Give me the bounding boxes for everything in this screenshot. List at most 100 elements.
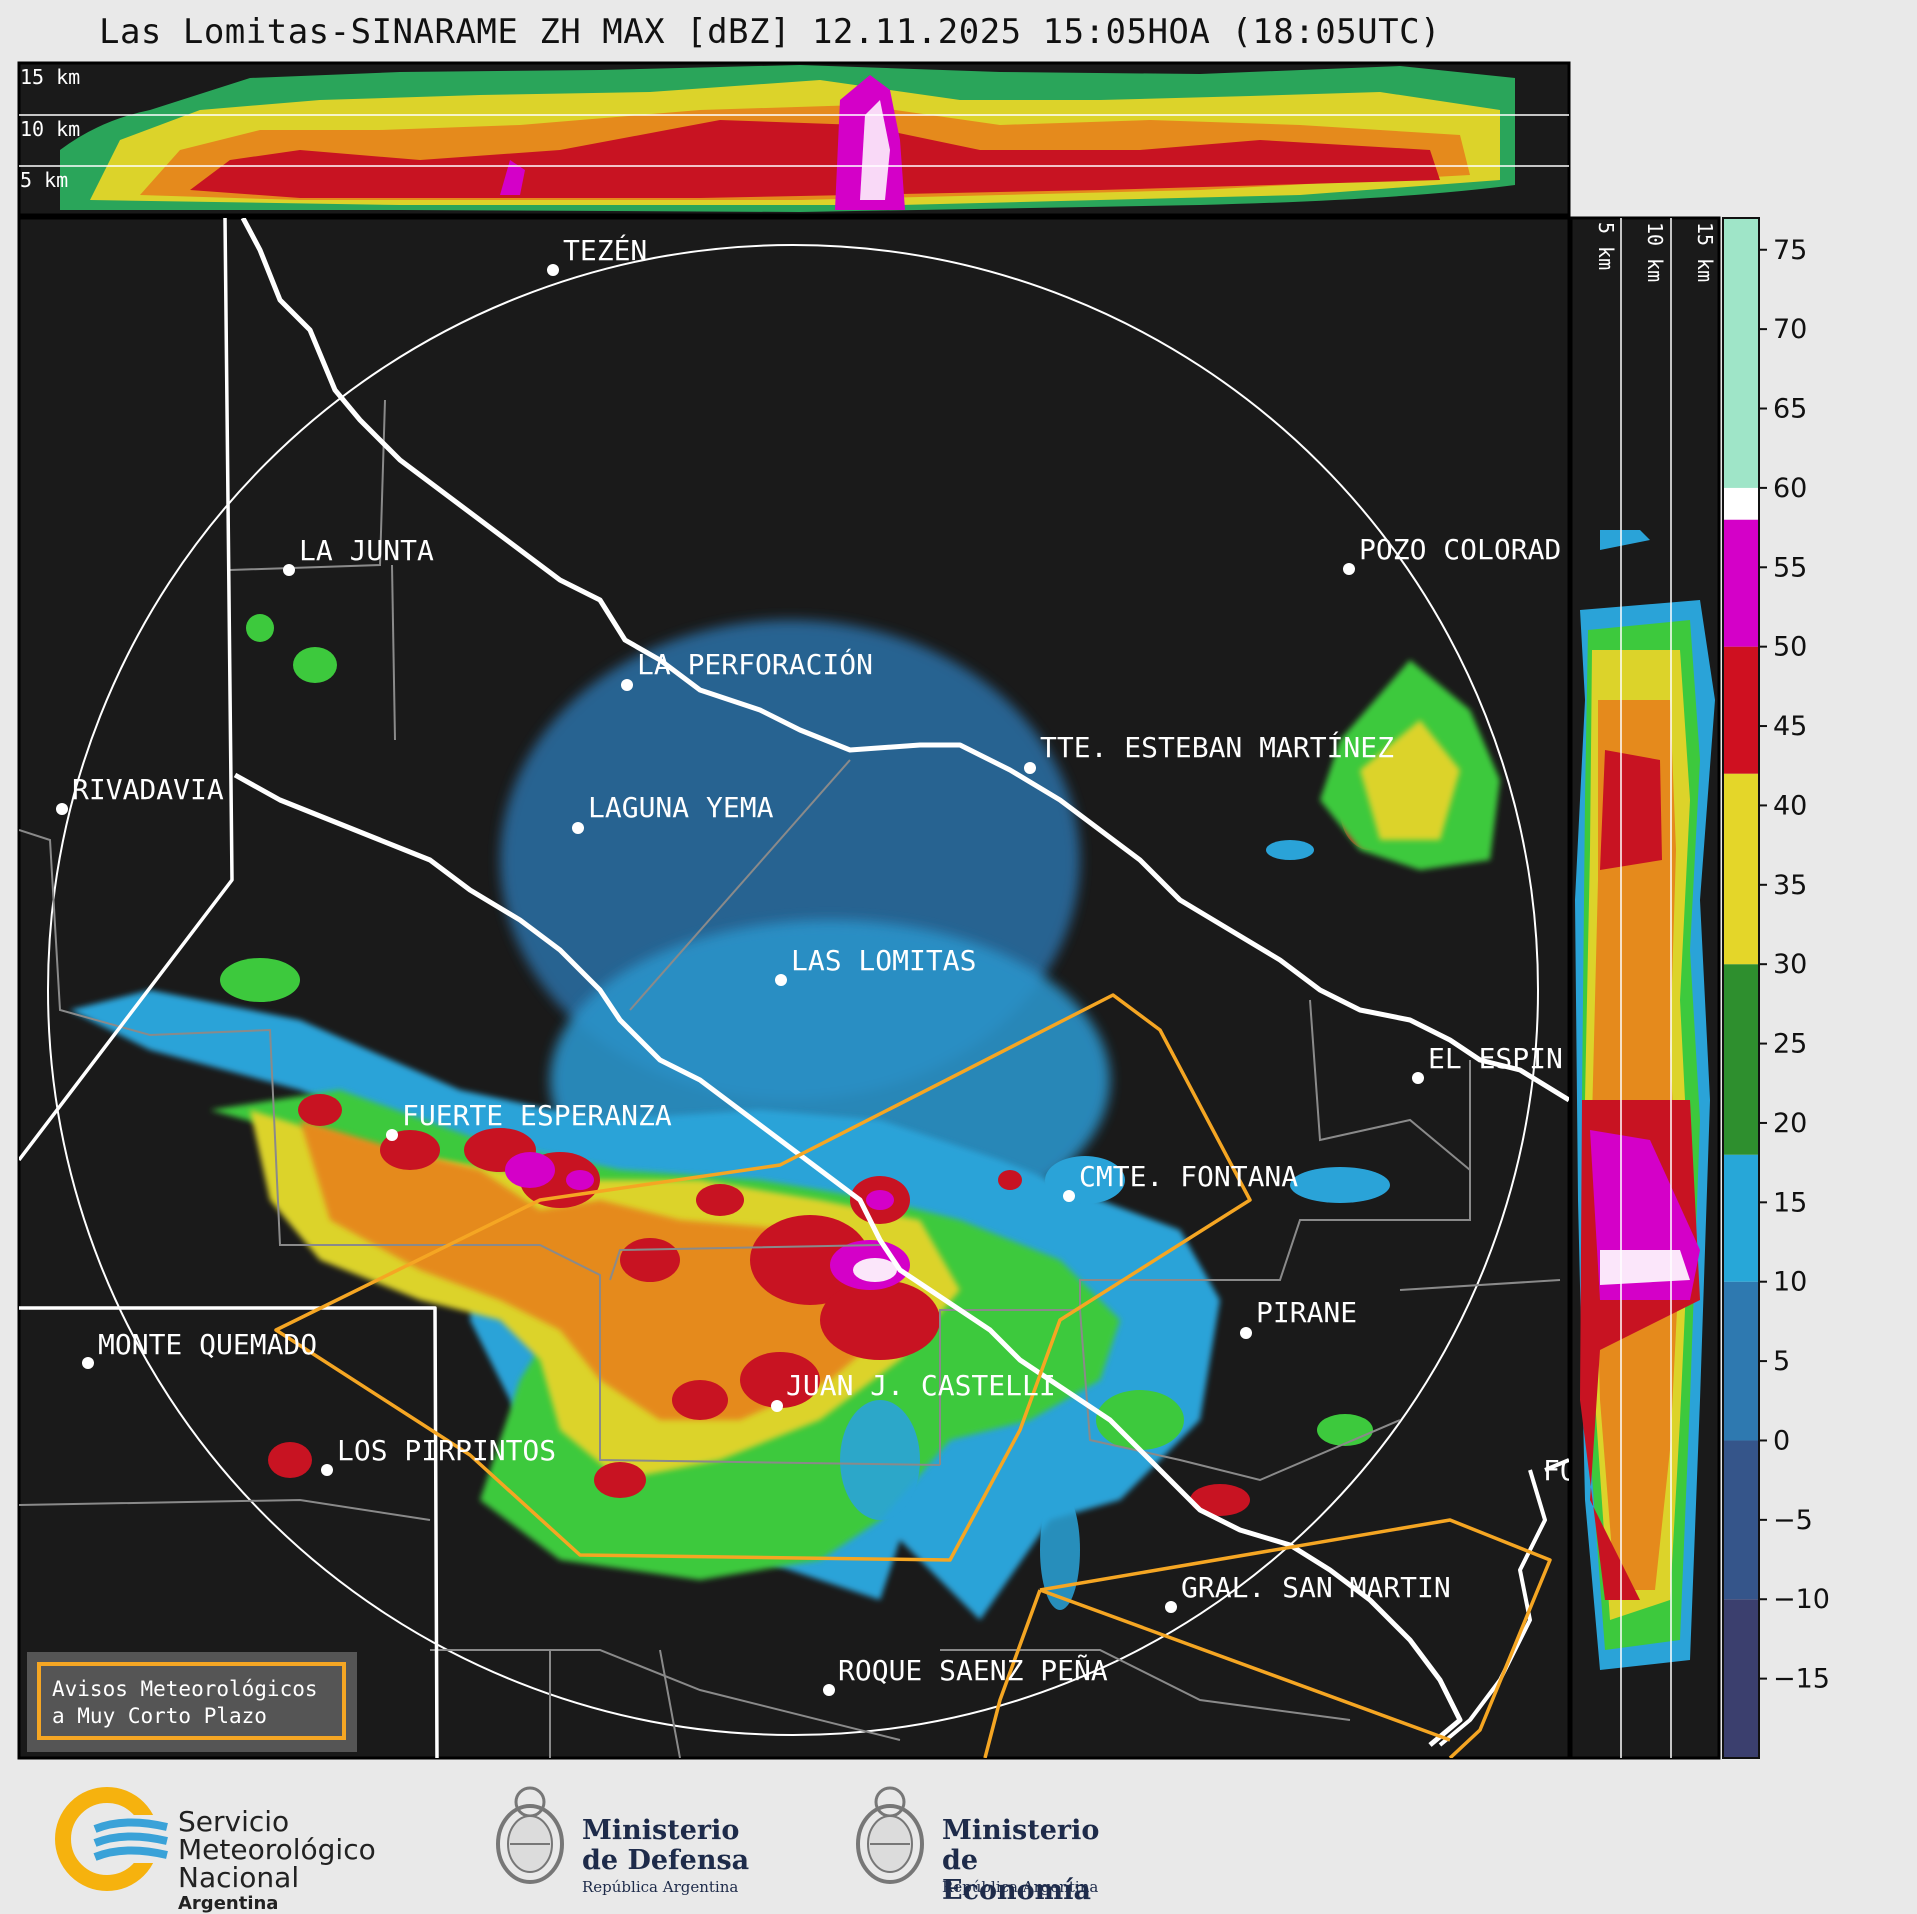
coat-of-arms-icon bbox=[856, 1786, 924, 1884]
city-los-pirpintos[interactable]: LOS PIRPINTOS bbox=[321, 1434, 556, 1476]
economia-logo-line1: Ministerio bbox=[942, 1815, 1100, 1846]
city-name: POZO COLORAD bbox=[1359, 533, 1561, 566]
city-rivadavia[interactable]: RIVADAVIA bbox=[56, 773, 224, 815]
colorbar-band-8 bbox=[1723, 487, 1759, 520]
city-la-junta[interactable]: LA JUNTA bbox=[283, 534, 434, 576]
colorbar-tick-label: 60 bbox=[1773, 473, 1807, 504]
city-formosa[interactable]: FO bbox=[1543, 1454, 1577, 1487]
city-tezen[interactable]: TEZÉN bbox=[547, 233, 647, 276]
colorbar-tick-label: 40 bbox=[1773, 790, 1807, 821]
top-height-label-10: 10 km bbox=[20, 117, 80, 141]
top-cross-section-panel: 15 km 10 km 5 km bbox=[17, 61, 1571, 217]
city-name: LAGUNA YEMA bbox=[588, 791, 774, 824]
city-juan-j-castelli[interactable]: JUAN J. CASTELLI bbox=[771, 1369, 1056, 1412]
city-marker bbox=[283, 564, 295, 576]
city-fuerte-esperanza[interactable]: FUERTE ESPERANZA bbox=[386, 1099, 672, 1141]
smn-logo-line1: Servicio bbox=[178, 1805, 290, 1838]
range-ring bbox=[47, 244, 1539, 1736]
city-marker bbox=[1024, 762, 1036, 774]
city-name: LA JUNTA bbox=[299, 534, 434, 567]
city-la-perforacion[interactable]: LA PERFORACIÓN bbox=[621, 647, 873, 691]
colorbar-tick-label: 75 bbox=[1773, 235, 1807, 266]
colorbar-tick-label: 5 bbox=[1773, 1346, 1790, 1377]
side-height-label-15: 15 km bbox=[1693, 222, 1717, 282]
economia-logo: Ministerio de Economía República Argenti… bbox=[850, 1774, 1110, 1906]
city-marker bbox=[1063, 1190, 1075, 1202]
defensa-logo: Ministerio de Defensa República Argentin… bbox=[490, 1774, 750, 1899]
warning-polygons[interactable] bbox=[274, 993, 1552, 1758]
city-laguna-yema[interactable]: LAGUNA YEMA bbox=[572, 791, 774, 834]
colorbar-tick-label: 35 bbox=[1773, 870, 1807, 901]
radar-figure: 15 km 10 km 5 km bbox=[17, 61, 1830, 1760]
city-marker bbox=[1343, 563, 1355, 575]
side-echo-layer bbox=[1575, 530, 1715, 1670]
province-borders bbox=[19, 218, 1569, 1758]
colorbar-band-5 bbox=[1723, 773, 1759, 965]
colorbar-tick-label: 30 bbox=[1773, 949, 1807, 980]
product-title: Las Lomitas-SINARAME ZH MAX [dBZ] 12.11.… bbox=[98, 12, 1442, 52]
city-tte-esteban-martinez[interactable]: TTE. ESTEBAN MARTÍNEZ bbox=[1024, 730, 1394, 774]
city-cmte-fontana[interactable]: CMTE. FONTANA bbox=[1063, 1160, 1298, 1202]
colorbar-tick-label: 10 bbox=[1773, 1267, 1807, 1298]
city-marker bbox=[572, 822, 584, 834]
city-marker bbox=[321, 1464, 333, 1476]
colorbar-band-4 bbox=[1723, 964, 1759, 1155]
warning-legend-line1: Avisos Meteorológicos bbox=[52, 1677, 318, 1701]
city-marker bbox=[823, 1684, 835, 1696]
city-marker bbox=[621, 679, 633, 691]
colorbar-band-0 bbox=[1723, 1599, 1759, 1758]
city-name: RIVADAVIA bbox=[72, 773, 224, 806]
top-height-label-5: 5 km bbox=[20, 168, 68, 192]
colorbar-bands bbox=[1723, 218, 1759, 1758]
economia-logo-sub: República Argentina bbox=[942, 1878, 1099, 1896]
colorbar-band-2 bbox=[1723, 1281, 1759, 1441]
colorbar-band-6 bbox=[1723, 646, 1759, 774]
colorbar-tick-label: 15 bbox=[1773, 1187, 1807, 1218]
warning-polygon-2[interactable] bbox=[983, 1518, 1552, 1758]
city-roque-saenz-pena[interactable]: ROQUE SAENZ PEÑA bbox=[823, 1653, 1108, 1696]
colorbar-tick-label: −15 bbox=[1773, 1664, 1830, 1695]
city-name: GRAL. SAN MARTIN bbox=[1181, 1571, 1451, 1604]
city-marker bbox=[775, 974, 787, 986]
city-marker bbox=[1165, 1601, 1177, 1613]
colorbar-tick-label: 65 bbox=[1773, 394, 1807, 425]
city-marker bbox=[1240, 1327, 1252, 1339]
defensa-logo-line1: Ministerio bbox=[582, 1815, 740, 1846]
smn-logo-line2: Meteorológico bbox=[178, 1833, 376, 1866]
colorbar-band-9 bbox=[1723, 218, 1759, 488]
city-name: MONTE QUEMADO bbox=[98, 1328, 317, 1361]
colorbar-tick-label: 70 bbox=[1773, 314, 1807, 345]
city-name: FUERTE ESPERANZA bbox=[402, 1099, 672, 1132]
smn-logo: Servicio Meteorológico Nacional Argentin… bbox=[55, 1787, 376, 1914]
colorbar-tick-label: 50 bbox=[1773, 632, 1807, 663]
warning-polygon-1[interactable] bbox=[274, 993, 1252, 1562]
city-name: LOS PIRPINTOS bbox=[337, 1434, 556, 1467]
top-echo-layer bbox=[60, 65, 1515, 212]
smn-emblem-icon bbox=[55, 1787, 177, 1891]
city-gral-san-martin[interactable]: GRAL. SAN MARTIN bbox=[1165, 1571, 1451, 1613]
top-height-label-15: 15 km bbox=[20, 65, 80, 89]
city-marker bbox=[771, 1400, 783, 1412]
colorbar-tick-label: 0 bbox=[1773, 1425, 1790, 1456]
coat-of-arms-icon bbox=[496, 1786, 564, 1884]
warning-legend-box[interactable]: Avisos Meteorológicos a Muy Corto Plazo bbox=[27, 1652, 357, 1752]
defensa-logo-line2: de Defensa bbox=[582, 1845, 750, 1876]
city-name: TEZÉN bbox=[563, 233, 647, 267]
smn-logo-line3: Nacional bbox=[178, 1861, 300, 1894]
colorbar-tick-label: 45 bbox=[1773, 711, 1807, 742]
colorbar-outline bbox=[1722, 217, 1760, 1759]
city-marker bbox=[386, 1129, 398, 1141]
city-el-espinillo[interactable]: EL ESPIN bbox=[1412, 1042, 1563, 1084]
city-las-lomitas[interactable]: LAS LOMITAS bbox=[775, 944, 976, 986]
economia-logo-line2: de Economía bbox=[942, 1845, 1091, 1906]
city-marker bbox=[1412, 1072, 1424, 1084]
city-pozo-colorado[interactable]: POZO COLORAD bbox=[1343, 533, 1561, 575]
city-marker bbox=[56, 803, 68, 815]
defensa-logo-sub: República Argentina bbox=[582, 1878, 739, 1896]
city-pirane[interactable]: PIRANE bbox=[1240, 1296, 1357, 1339]
city-monte-quemado[interactable]: MONTE QUEMADO bbox=[82, 1328, 317, 1369]
city-name: TTE. ESTEBAN MARTÍNEZ bbox=[1040, 730, 1394, 764]
city-marker bbox=[82, 1357, 94, 1369]
